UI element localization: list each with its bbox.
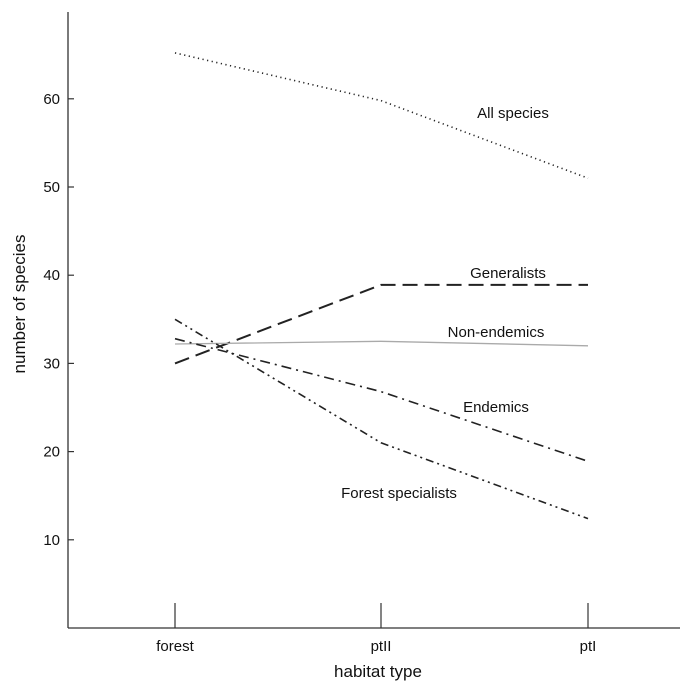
- y-tick-label: 40: [43, 267, 60, 284]
- y-axis-title: number of species: [10, 235, 29, 374]
- series-label: All species: [477, 105, 549, 122]
- series-lines: [174, 52, 589, 520]
- series-line-forest-specialists: [174, 318, 589, 520]
- y-tick-label: 50: [43, 179, 60, 196]
- x-tick-label: forest: [156, 638, 194, 655]
- x-axis-title: habitat type: [334, 662, 422, 681]
- series-line-non-endemics: [174, 340, 589, 347]
- series-labels: All species Generalists Non-endemics Endemi…: [341, 105, 549, 502]
- axis-ticks: 10 20 30 40 50 60 forest ptII ptI: [43, 91, 596, 655]
- y-tick-label: 10: [43, 532, 60, 549]
- x-tick-label: ptI: [580, 638, 597, 655]
- series-line-endemics: [174, 337, 589, 463]
- series-line-generalists: [174, 283, 588, 365]
- y-tick-label: 20: [43, 444, 60, 461]
- series-label: Endemics: [463, 399, 529, 416]
- series-label: Non-endemics: [448, 324, 545, 341]
- series-label: Forest specialists: [341, 485, 457, 502]
- y-tick-label: 30: [43, 355, 60, 372]
- series-label: Generalists: [470, 265, 546, 282]
- y-tick-label: 60: [43, 91, 60, 108]
- x-tick-label: ptII: [371, 638, 392, 655]
